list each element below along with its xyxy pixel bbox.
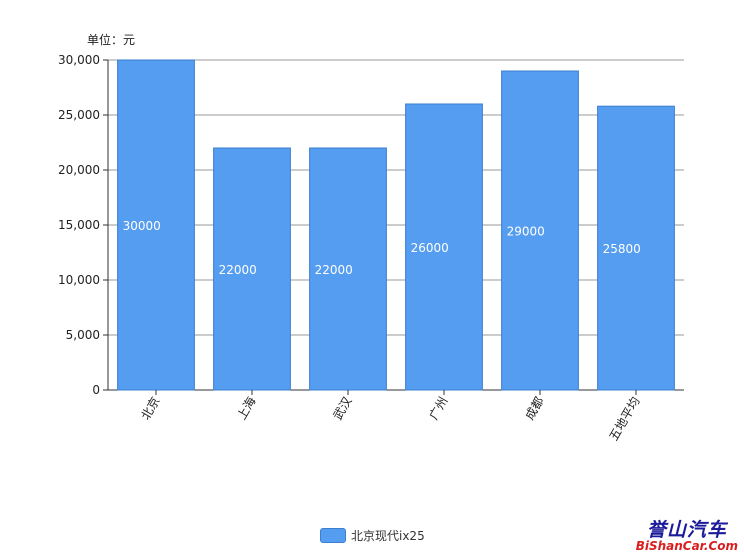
y-tick-label: 25,000 [58,108,100,122]
legend: 北京现代ix25 [320,527,425,544]
x-tick-label: 北京 [138,395,162,423]
data-label: 30000 [123,219,161,233]
y-tick-label: 20,000 [58,163,100,177]
x-tick-label: 武汉 [330,395,354,423]
y-tick-label: 5,000 [66,328,100,342]
data-label: 26000 [411,241,449,255]
watermark-logo: 誉山汽车 BiShanCar.Com [636,520,738,553]
x-tick-label: 上海 [234,394,259,422]
watermark-text: 誉山汽车 [646,519,727,541]
y-tick-label: 15,000 [58,218,100,232]
unit-label: 单位：元 [87,33,136,47]
legend-swatch [320,528,346,543]
bar [117,59,195,391]
bar [405,103,483,391]
data-label: 22000 [315,263,353,277]
x-tick-label: 成都 [522,395,546,423]
watermark-site: BiShanCar.Com [635,539,738,553]
bar [309,147,387,391]
data-label: 29000 [507,225,545,239]
x-tick-label: 五地平均 [606,395,642,444]
y-tick-label: 0 [92,383,100,397]
bar [501,70,579,391]
bar [597,105,675,391]
x-tick-label: 广州 [426,395,450,423]
y-tick-label: 30,000 [58,53,100,67]
y-tick-label: 10,000 [58,273,100,287]
data-label: 25800 [603,242,641,256]
legend-label: 北京现代ix25 [351,529,425,543]
data-label: 22000 [219,263,257,277]
